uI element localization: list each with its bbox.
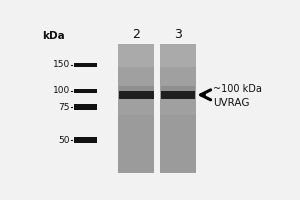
Bar [119,91,154,99]
Bar [118,44,154,67]
Text: 3: 3 [174,28,182,41]
Text: kDa: kDa [42,31,65,41]
Bar [161,86,196,91]
Bar [161,91,196,99]
Text: 2: 2 [132,28,140,41]
Text: 100: 100 [53,86,70,95]
Text: 75: 75 [58,103,70,112]
Bar [118,44,154,173]
Text: 150: 150 [53,60,70,69]
Bar [74,137,97,143]
Bar [118,115,154,173]
Bar [74,89,97,93]
Text: 50: 50 [58,136,70,145]
Bar [160,115,196,173]
Text: ~100 kDa: ~100 kDa [213,84,262,94]
Bar [160,44,196,67]
Bar [119,86,154,91]
Bar [74,63,97,67]
Bar [160,44,196,173]
Bar [74,104,97,110]
Text: UVRAG: UVRAG [213,98,250,108]
